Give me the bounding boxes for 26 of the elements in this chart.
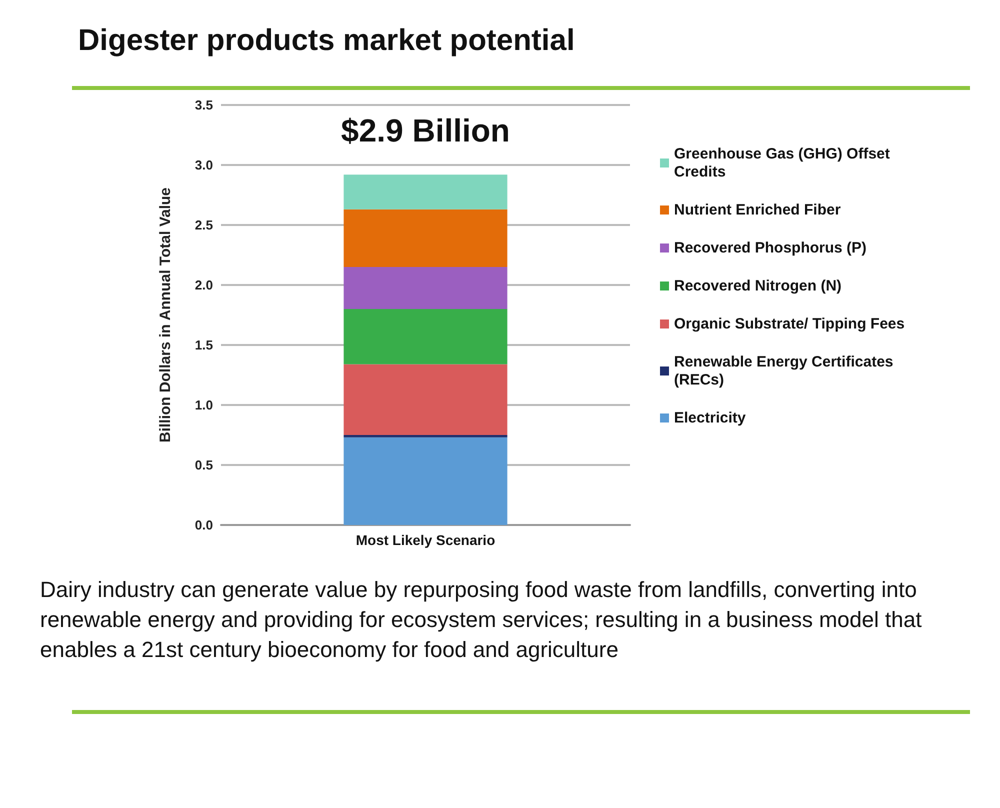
- legend-label: Greenhouse Gas (GHG) Offset Credits: [674, 146, 894, 180]
- bar: [344, 209, 508, 267]
- y-tick-label: 1.0: [194, 398, 213, 412]
- bar: [344, 437, 508, 525]
- legend-label: Recovered Phosphorus (P): [674, 240, 867, 256]
- y-axis-title: Billion Dollars in Annual Total Value: [157, 187, 174, 443]
- legend-label: Electricity: [674, 410, 746, 426]
- y-tick-label: 2.5: [194, 218, 213, 232]
- y-tick-label: 0.5: [194, 458, 213, 472]
- legend-label: Nutrient Enriched Fiber: [674, 202, 841, 218]
- bar: [344, 174, 508, 210]
- y-tick-label: 0.0: [194, 518, 213, 532]
- y-tick-label: 1.5: [194, 338, 213, 352]
- legend-label: Renewable Energy Certificates (RECs): [674, 354, 898, 388]
- bar: [344, 267, 508, 309]
- total-label: $2.9 Billion: [341, 112, 510, 149]
- bar: [344, 309, 508, 364]
- text: Dairy industry can generate value by repurposing food waste from landfills, converting into renewable energy and providing for ecosystem services; resulting in a business model that enables a 21st century bioeconomy for food and agriculture: [40, 576, 923, 664]
- x-tick-label: Most Likely Scenario: [356, 532, 496, 548]
- y-tick-label: 2.0: [194, 278, 213, 292]
- legend-label: Organic Substrate/ Tipping Fees: [674, 316, 905, 332]
- y-tick-label: 3.0: [194, 158, 213, 172]
- bar: [344, 364, 508, 435]
- legend-label: Recovered Nitrogen (N): [674, 278, 842, 294]
- y-tick-label: 3.5: [194, 98, 213, 112]
- chart-title: Digester products market potential: [78, 24, 575, 58]
